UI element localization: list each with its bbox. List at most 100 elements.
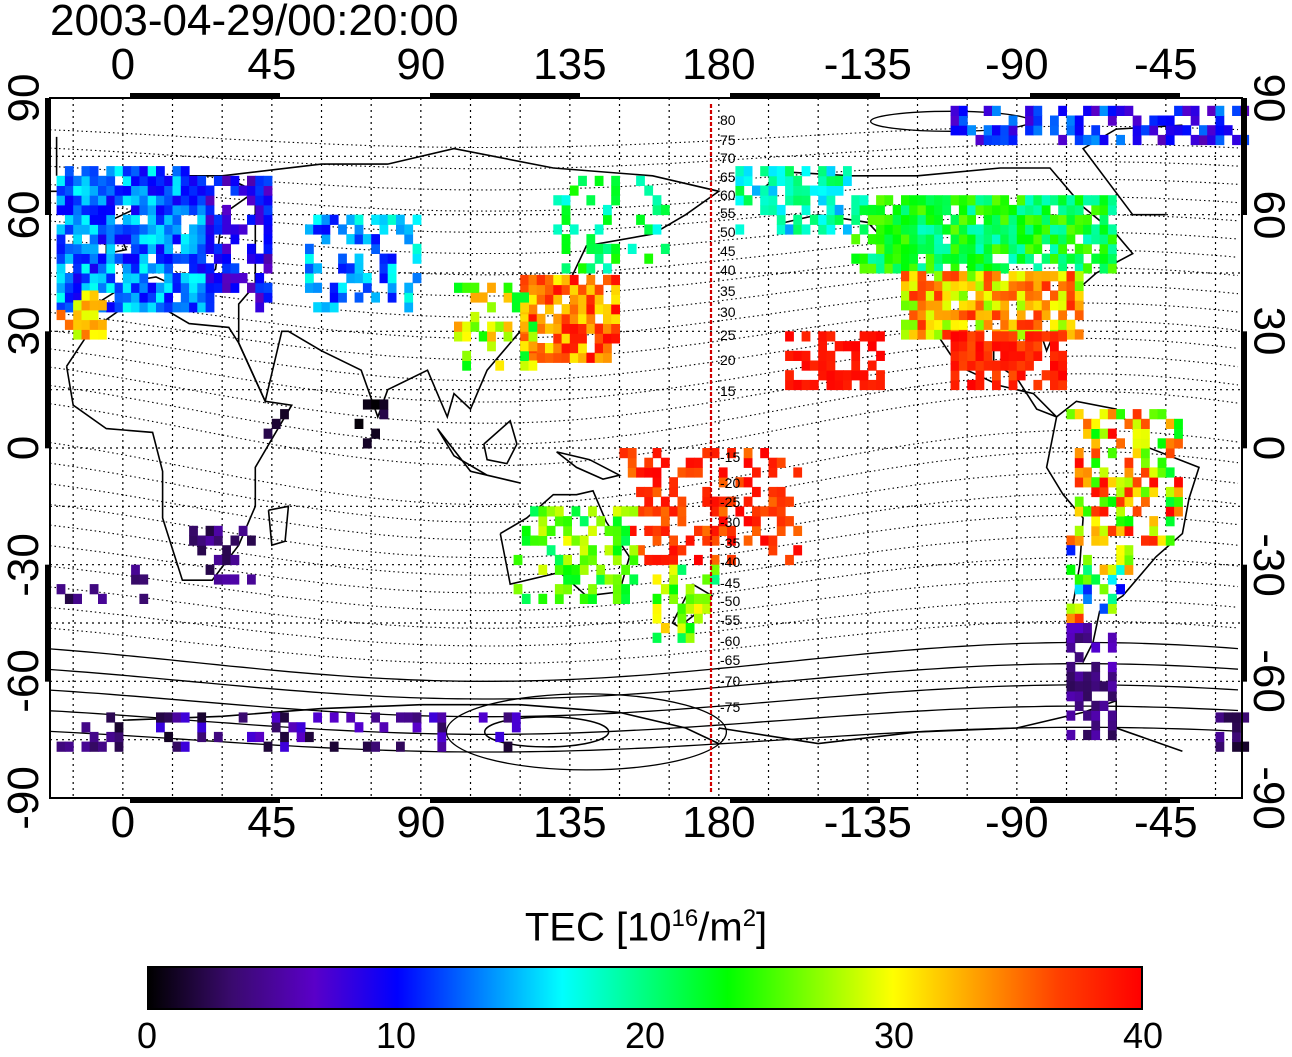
tec-pixel — [1116, 564, 1125, 575]
tec-pixel — [156, 234, 165, 245]
tec-pixel — [967, 204, 976, 216]
tec-pixel — [859, 204, 869, 216]
tec-pixel — [1074, 195, 1084, 206]
tec-pixel — [1199, 134, 1208, 146]
tec-pixel — [122, 253, 132, 264]
tec-pixel — [503, 712, 513, 723]
tec-pixel — [942, 195, 952, 206]
tec-pixel — [131, 234, 140, 245]
tec-pixel — [1066, 691, 1076, 702]
tec-pixel — [1174, 125, 1183, 136]
tec-pixel — [967, 350, 976, 361]
tec-pixel — [1083, 105, 1092, 116]
tec-pixel — [64, 319, 74, 330]
tec-pixel — [909, 329, 918, 340]
tec-pixel — [73, 175, 82, 186]
tec-pixel — [892, 253, 902, 264]
tec-pixel — [685, 593, 695, 604]
tec-pixel — [826, 370, 836, 381]
tec-pixel — [958, 360, 968, 371]
tec-pixel — [1058, 350, 1067, 361]
tec-pixel — [1157, 409, 1167, 420]
tec-pixel — [528, 274, 538, 286]
tec-pixel — [131, 263, 140, 274]
tec-pixel — [561, 313, 571, 324]
tec-pixel — [189, 185, 198, 196]
tec-pixel — [371, 428, 380, 439]
tec-pixel — [992, 331, 1001, 342]
tec-pixel — [768, 506, 778, 517]
tec-pixel — [147, 243, 157, 254]
tec-pixel — [89, 214, 99, 225]
tec-pixel — [222, 214, 231, 225]
tec-pixel — [1132, 125, 1142, 136]
tec-pixel — [636, 175, 645, 186]
tec-pixel — [511, 302, 521, 313]
tec-pixel — [1016, 360, 1026, 371]
tec-pixel — [818, 331, 827, 342]
tec-pixel — [809, 185, 819, 196]
tec-pixel — [139, 195, 149, 206]
tec-pixel — [718, 506, 728, 517]
tec-pixel — [1025, 253, 1034, 264]
tec-pixel — [114, 195, 124, 206]
tec-pixel — [1107, 263, 1117, 274]
tec-pixel — [1016, 253, 1026, 264]
tec-pixel — [197, 712, 207, 723]
tec-pixel — [64, 593, 74, 604]
tec-pixel — [56, 224, 66, 235]
map-frame — [45, 93, 1247, 803]
tec-pixel — [917, 263, 927, 274]
tec-pixel — [1041, 271, 1051, 282]
tec-pixel — [131, 175, 140, 186]
tec-pixel — [1091, 234, 1101, 245]
tec-pixel — [588, 506, 597, 517]
tec-pixel — [752, 486, 761, 498]
tec-pixel — [1083, 506, 1092, 517]
tec-pixel — [743, 477, 753, 488]
tec-pixel — [64, 302, 74, 313]
tec-pixel — [876, 224, 885, 235]
tec-pixel — [437, 731, 447, 743]
tec-pixel — [1083, 681, 1092, 692]
tec-pixel — [263, 234, 273, 245]
tec-pixel — [644, 224, 654, 235]
tec-pixel — [594, 284, 604, 295]
tec-pixel — [925, 280, 935, 291]
tec-pixel — [1016, 280, 1026, 291]
tec-pixel — [1116, 438, 1125, 449]
tec-pixel — [1058, 319, 1067, 330]
tec-pixel — [379, 263, 389, 274]
tec-pixel — [106, 302, 116, 313]
tec-pixel — [1083, 691, 1092, 702]
tec-pixel — [752, 525, 761, 536]
tec-pixel — [379, 409, 389, 420]
tec-pixel — [164, 175, 173, 186]
x-tick-bottom: -90 — [985, 798, 1049, 847]
tec-pixel — [371, 741, 380, 752]
tec-pixel — [1066, 564, 1076, 575]
tec-pixel — [785, 370, 794, 381]
tec-pixel — [64, 253, 74, 264]
tec-pixel — [462, 360, 471, 371]
magnetic-latitude-label: -55 — [720, 612, 740, 628]
tec-pixel — [1025, 319, 1034, 330]
tec-pixel — [569, 185, 579, 196]
tec-pixel — [213, 224, 223, 235]
tec-pixel — [197, 185, 207, 196]
tec-pixel — [520, 302, 529, 313]
magnetic-latitude-label: 65 — [720, 169, 736, 185]
tec-pixel — [263, 204, 273, 216]
magnetic-latitude-label: -65 — [720, 652, 740, 668]
tec-pixel — [967, 309, 976, 321]
tec-pixel — [629, 574, 639, 585]
tec-pixel — [412, 712, 422, 723]
x-tick-top: -90 — [985, 40, 1049, 89]
tec-pixel — [230, 224, 240, 235]
tec-pixel — [247, 195, 256, 206]
tec-pixel — [89, 185, 99, 196]
tec-pixel — [189, 263, 198, 274]
tec-pixel — [545, 323, 554, 334]
magnetic-contour — [49, 557, 1239, 612]
tec-pixel — [56, 282, 66, 293]
